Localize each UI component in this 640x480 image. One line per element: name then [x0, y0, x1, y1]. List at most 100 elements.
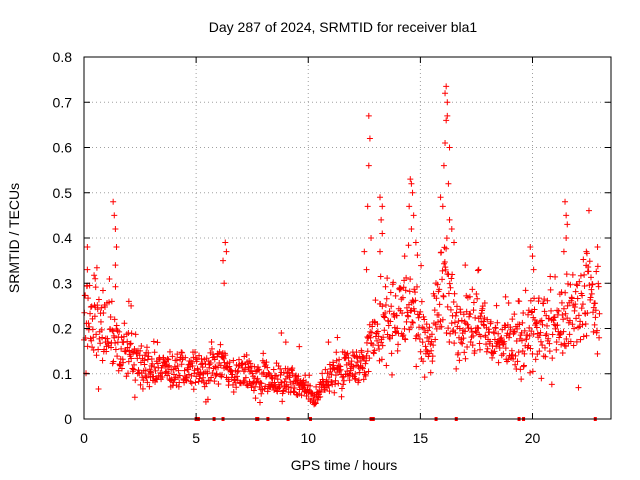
data-point	[522, 287, 529, 294]
data-point	[583, 248, 590, 255]
data-point	[174, 351, 181, 358]
data-point	[340, 377, 347, 384]
data-point	[121, 320, 128, 327]
data-point	[393, 312, 400, 319]
data-point	[141, 352, 148, 359]
data-point	[348, 358, 355, 365]
data-point	[151, 364, 158, 371]
data-point	[203, 380, 210, 387]
data-point	[94, 306, 101, 313]
data-point	[510, 328, 517, 335]
data-point	[433, 325, 440, 332]
data-point	[296, 343, 303, 350]
data-point	[436, 301, 443, 308]
data-point	[147, 368, 154, 375]
data-point	[154, 339, 161, 346]
data-point	[551, 314, 558, 321]
data-point	[394, 325, 401, 332]
data-point	[347, 367, 354, 374]
data-point	[332, 377, 339, 384]
data-point	[193, 373, 200, 380]
data-point	[449, 271, 456, 278]
data-point	[110, 358, 117, 365]
data-point	[519, 319, 526, 326]
data-point	[141, 361, 148, 368]
data-point	[409, 318, 416, 325]
data-point	[226, 359, 233, 366]
data-point	[466, 293, 473, 300]
data-point	[132, 377, 139, 384]
data-point	[388, 303, 395, 310]
data-point	[557, 329, 564, 336]
data-point	[324, 370, 331, 377]
data-point	[438, 323, 445, 330]
data-point	[207, 349, 214, 356]
data-point	[137, 347, 144, 354]
data-point	[217, 341, 224, 348]
data-point	[470, 299, 477, 306]
data-point	[520, 362, 527, 369]
data-point	[498, 334, 505, 341]
data-point	[251, 375, 258, 382]
data-point	[553, 338, 560, 345]
data-point	[132, 331, 139, 338]
data-point	[112, 262, 119, 269]
data-point	[128, 355, 135, 362]
data-point	[93, 331, 100, 338]
data-point	[255, 366, 262, 373]
data-point	[195, 378, 202, 385]
data-point	[170, 366, 177, 373]
data-point	[589, 281, 596, 288]
data-point	[580, 256, 587, 263]
data-point	[260, 350, 267, 357]
data-point	[539, 342, 546, 349]
data-point	[127, 340, 134, 347]
data-point	[583, 332, 590, 339]
data-point	[577, 272, 584, 279]
data-point	[514, 358, 521, 365]
data-point	[140, 377, 147, 384]
data-point	[428, 331, 435, 338]
y-tick-label: 0.8	[53, 49, 73, 65]
data-point	[427, 341, 434, 348]
data-point	[479, 303, 486, 310]
data-point	[150, 338, 157, 345]
data-point	[520, 310, 527, 317]
data-point	[234, 368, 241, 375]
data-point	[455, 349, 462, 356]
data-point	[461, 349, 468, 356]
data-point	[98, 304, 105, 311]
data-point	[359, 365, 366, 372]
data-point	[278, 379, 285, 386]
data-point	[397, 285, 404, 292]
data-point	[151, 349, 158, 356]
data-point	[458, 317, 465, 324]
data-point	[148, 369, 155, 376]
data-point	[325, 382, 332, 389]
data-point	[252, 395, 259, 402]
data-point	[353, 353, 360, 360]
data-point	[333, 349, 340, 356]
data-point	[469, 286, 476, 293]
data-point	[118, 365, 125, 372]
data-point	[543, 322, 550, 329]
data-point	[114, 353, 121, 360]
data-point	[95, 385, 102, 392]
data-point	[127, 341, 134, 348]
data-point	[89, 326, 96, 333]
data-point	[439, 276, 446, 283]
data-point	[491, 330, 498, 337]
data-point	[325, 339, 332, 346]
data-point	[111, 334, 118, 341]
x-tick-label: 5	[192, 430, 200, 446]
data-point	[306, 372, 313, 379]
data-point	[424, 334, 431, 341]
data-point	[436, 286, 443, 293]
data-point	[299, 385, 306, 392]
data-point	[462, 328, 469, 335]
data-point	[537, 329, 544, 336]
data-point	[254, 375, 261, 382]
data-point	[443, 245, 450, 252]
data-point	[510, 356, 517, 363]
data-point	[365, 162, 372, 169]
